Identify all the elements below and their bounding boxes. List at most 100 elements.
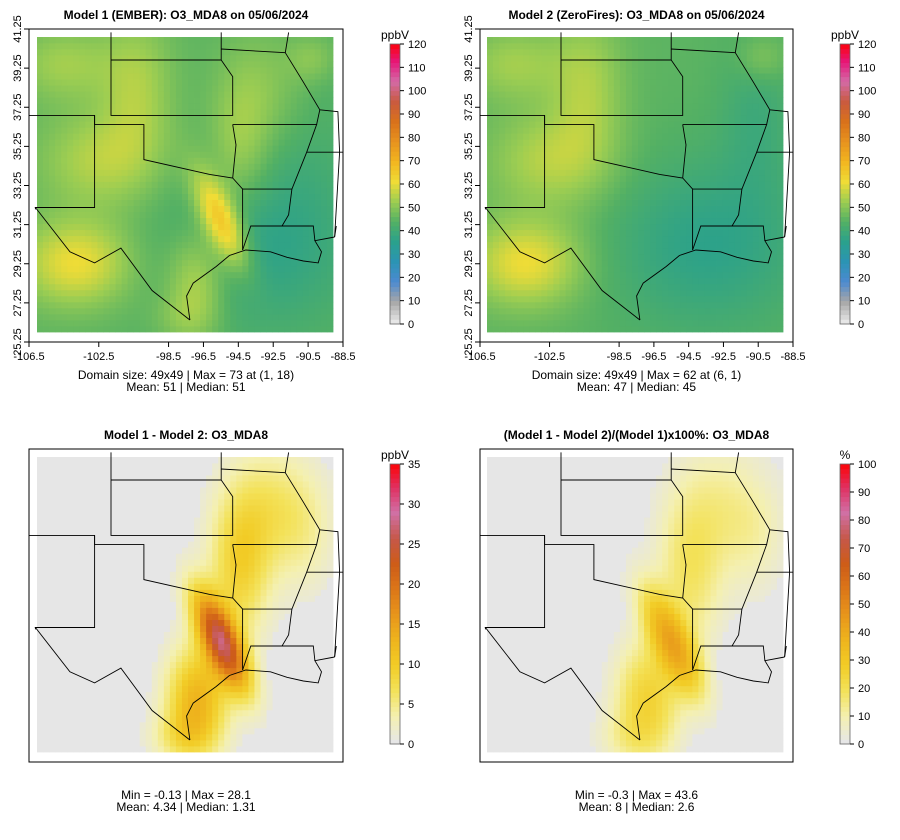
heatmap-cell <box>212 319 219 327</box>
heatmap-cell <box>272 301 280 309</box>
heatmap-cell <box>290 301 298 309</box>
heatmap-cell <box>523 145 530 152</box>
heatmap-cell <box>583 229 591 237</box>
heatmap-cell <box>535 97 542 104</box>
heatmap-cell <box>169 325 177 333</box>
heatmap-cell <box>680 199 687 206</box>
heatmap-cell <box>607 229 615 237</box>
heatmap-cell <box>296 223 304 231</box>
heatmap-cell <box>595 115 603 122</box>
heatmap-cell <box>631 67 639 74</box>
heatmap-cell <box>284 145 292 152</box>
heatmap-cell <box>565 151 572 158</box>
heatmap-cell <box>163 91 171 98</box>
heatmap-cell <box>523 115 530 122</box>
heatmap-cell <box>680 211 687 219</box>
heatmap-cell <box>55 55 62 62</box>
heatmap-cell <box>109 277 116 285</box>
heatmap-cell <box>290 157 298 164</box>
heatmap-cell <box>493 253 500 261</box>
heatmap-cell <box>218 283 225 291</box>
heatmap-cell <box>728 319 736 327</box>
heatmap-cell <box>644 145 651 152</box>
heatmap-cell <box>565 157 572 164</box>
heatmap-cell <box>296 115 304 122</box>
heatmap-cell <box>619 277 627 285</box>
heatmap-cell <box>511 97 518 104</box>
heatmap-cell <box>127 175 135 182</box>
colorbar-segment <box>390 263 400 269</box>
heatmap-cell <box>776 229 784 237</box>
heatmap-cell <box>163 151 171 158</box>
heatmap-cell <box>248 325 255 333</box>
heatmap-cell <box>607 151 615 158</box>
heatmap-cell <box>523 121 530 128</box>
heatmap-cell <box>674 151 681 158</box>
heatmap-cell <box>163 271 171 279</box>
heatmap-cell <box>200 175 207 182</box>
heatmap-cell <box>218 79 225 86</box>
heatmap-cell <box>91 325 98 333</box>
heatmap-cell <box>770 91 778 98</box>
heatmap-cell <box>559 313 566 321</box>
heatmap-cell <box>230 115 237 122</box>
heatmap-cell <box>650 181 657 188</box>
heatmap-cell <box>601 217 609 225</box>
heatmap-cell <box>175 175 183 182</box>
heatmap-cell <box>290 133 298 140</box>
heatmap-cell <box>284 265 292 273</box>
heatmap-cell <box>254 109 261 116</box>
heatmap-cell <box>260 217 267 225</box>
heatmap-cell <box>650 253 657 261</box>
heatmap-cell <box>49 325 56 333</box>
heatmap-cell <box>248 127 255 134</box>
heatmap-cell <box>320 91 328 98</box>
heatmap-cell <box>181 127 189 134</box>
heatmap-cell <box>127 223 135 231</box>
heatmap-cell <box>290 271 298 279</box>
colorbar-segment <box>390 207 400 213</box>
heatmap-cell <box>79 43 86 50</box>
heatmap-cell <box>686 223 693 231</box>
heatmap-cell <box>314 199 322 206</box>
heatmap-cell <box>254 223 261 231</box>
heatmap-cell <box>314 91 322 98</box>
heatmap-cell <box>553 259 560 267</box>
heatmap-cell <box>320 265 328 273</box>
heatmap-cell <box>206 217 213 225</box>
heatmap-cell <box>625 79 633 86</box>
heatmap-cell <box>698 217 705 225</box>
heatmap-cell <box>145 37 153 44</box>
heatmap-cell <box>499 211 506 219</box>
heatmap-cell <box>487 55 494 62</box>
heatmap-cell <box>200 55 207 62</box>
heatmap-cell <box>656 151 663 158</box>
heatmap-cell <box>206 181 213 188</box>
heatmap-cell <box>631 223 639 231</box>
heatmap-cell <box>139 295 147 303</box>
heatmap-cell <box>686 307 693 315</box>
heatmap-cell <box>248 223 255 231</box>
heatmap-cell <box>163 163 171 170</box>
heatmap-cell <box>734 223 742 231</box>
heatmap-cell <box>577 325 585 333</box>
heatmap-cell <box>37 85 44 92</box>
heatmap-cell <box>302 61 310 68</box>
heatmap-cell <box>121 289 129 297</box>
heatmap-cell <box>266 169 273 176</box>
heatmap-cell <box>242 169 249 176</box>
heatmap-cell <box>103 181 110 188</box>
heatmap-cell <box>535 103 542 110</box>
heatmap-cell <box>565 133 572 140</box>
heatmap-cell <box>260 151 267 158</box>
heatmap-cell <box>493 169 500 176</box>
heatmap-cell <box>73 37 80 44</box>
heatmap-cell <box>55 253 62 261</box>
heatmap-cell <box>734 151 742 158</box>
heatmap-cell <box>776 79 784 86</box>
heatmap-cell <box>308 301 316 309</box>
heatmap-cell <box>248 277 255 285</box>
heatmap-cell <box>553 79 560 86</box>
heatmap-cell <box>43 61 50 68</box>
heatmap-cell <box>529 313 536 321</box>
